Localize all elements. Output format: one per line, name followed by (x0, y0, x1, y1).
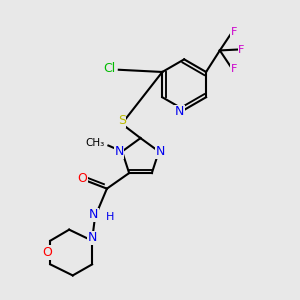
Text: Cl: Cl (104, 62, 116, 75)
Text: F: F (231, 27, 237, 37)
Text: S: S (118, 114, 126, 128)
Text: N: N (156, 145, 165, 158)
Text: N: N (89, 208, 98, 221)
Text: N: N (87, 231, 97, 244)
Text: F: F (238, 44, 245, 55)
Text: N: N (175, 106, 184, 118)
Text: O: O (78, 172, 88, 185)
Text: CH₃: CH₃ (85, 139, 105, 148)
Text: O: O (43, 246, 52, 259)
Text: N: N (115, 145, 124, 158)
Text: H: H (106, 212, 114, 222)
Text: F: F (231, 64, 237, 74)
